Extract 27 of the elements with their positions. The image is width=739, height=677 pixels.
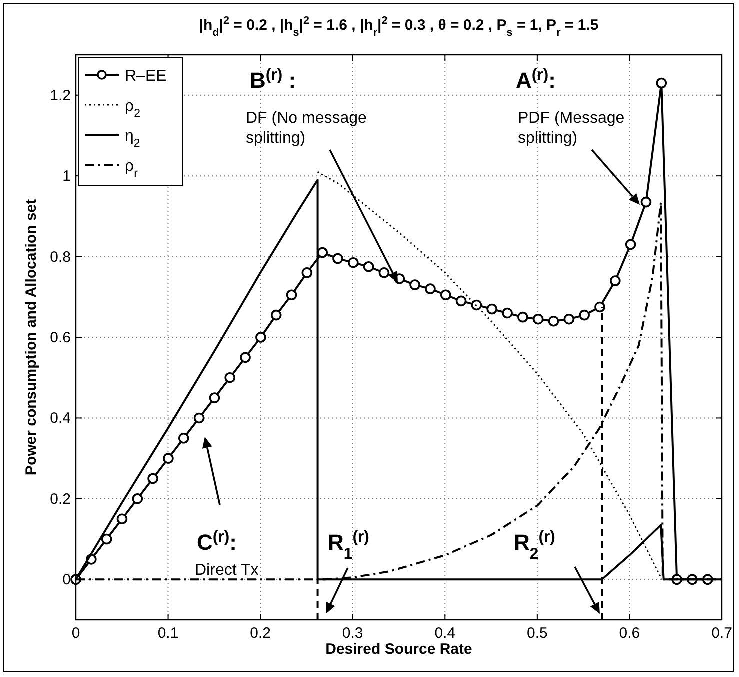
y-tick-label: 1.2 (50, 87, 71, 104)
x-axis-title: Desired Source Rate (326, 641, 472, 658)
annotation: DF (No message splitting) (246, 110, 368, 147)
y-tick-label: 1 (62, 168, 71, 186)
x-tick-label: 0.1 (158, 625, 179, 642)
annotation: Direct Tx (195, 562, 259, 579)
y-tick-label: 0.4 (50, 410, 71, 428)
legend-label: R–EE (125, 68, 167, 85)
annotation: B$^{(r)}$ : (250, 66, 296, 93)
annotation: C$^{(r)}$: (197, 528, 237, 555)
x-tick-label: 0.4 (434, 625, 456, 642)
x-tick-label: 0.6 (619, 625, 640, 642)
y-tick-label: 0.2 (50, 490, 71, 508)
y-tick-label: 0.8 (50, 248, 71, 266)
y-tick-label: 0 (62, 572, 71, 589)
x-tick-label: 0.5 (527, 625, 548, 642)
annotation: PDF (Message splitting) (518, 110, 625, 147)
chart-title: |h$_{d}$|$^{2}$ = 0.2 , |h$_{s}$|$^{2}$ = 1.6 , |h$_{r}$|$^{2}$ = 0.3 , θ = 0.2 , P$_{s}$ = 1, P$_{r}$ = 1.5 (199, 15, 599, 39)
annotation: A$^{(r)}$: (516, 66, 556, 93)
legend-label: η$_{2}$ (125, 128, 140, 150)
legend-label: ρ$_{2}$ (125, 98, 141, 120)
x-tick-label: 0.2 (250, 625, 271, 642)
x-tick-label: 0.7 (712, 625, 732, 642)
y-axis-title: Power consumption and Allocation set (23, 199, 40, 476)
x-tick-label: 0.3 (342, 625, 364, 642)
legend-label: ρ$_{r}$ (125, 158, 138, 180)
y-tick-label: 0.6 (50, 330, 71, 346)
